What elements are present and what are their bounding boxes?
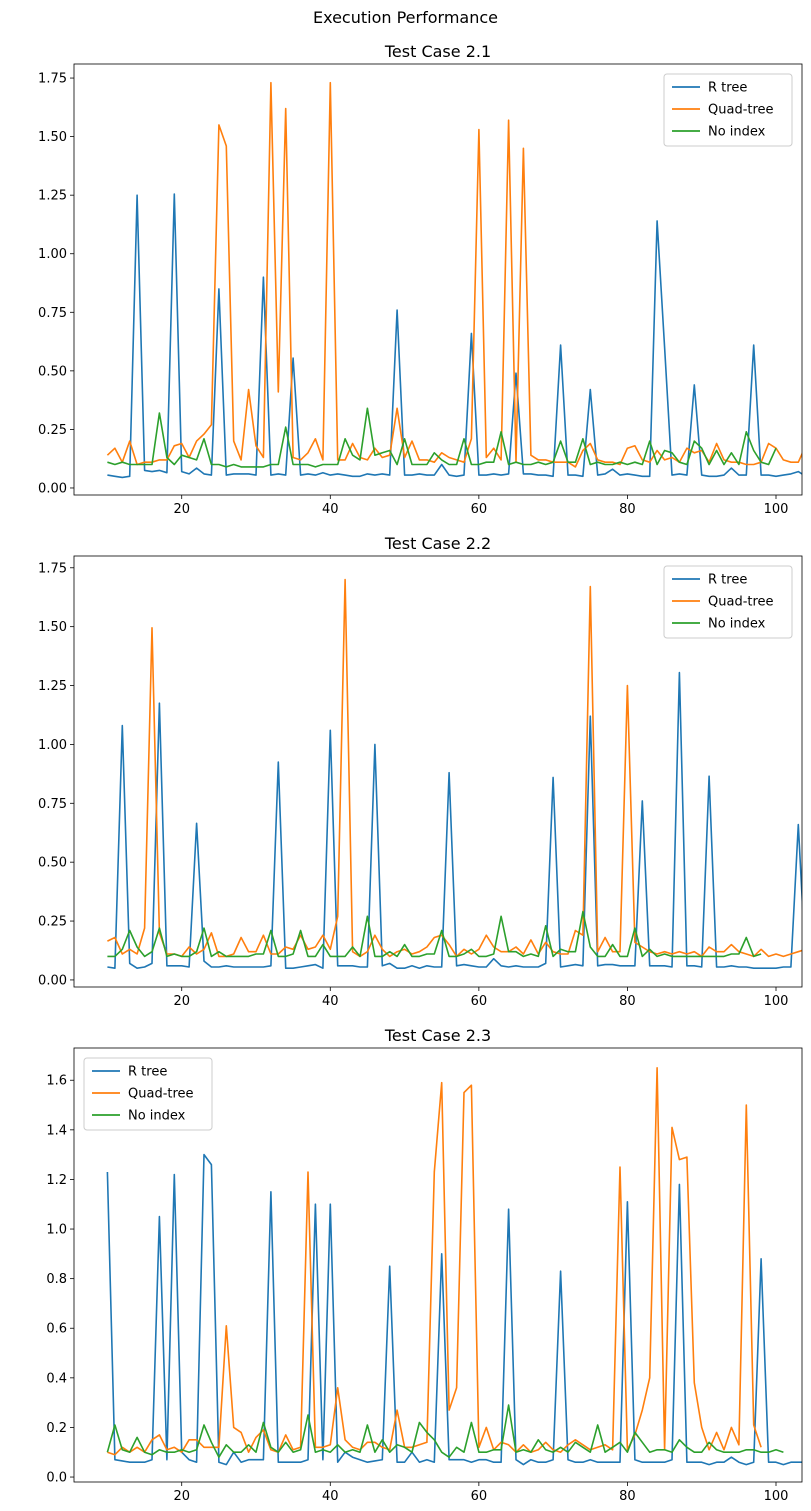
x-tick-label: 20: [173, 1489, 190, 1504]
x-tick-label: 40: [322, 502, 339, 517]
y-tick-label: 0.50: [38, 364, 67, 379]
y-tick-label: 1.00: [38, 247, 67, 262]
series-line-no-index: [107, 910, 762, 958]
legend: R tree Quad-tree No index: [83, 1057, 213, 1131]
series-group: [106, 81, 802, 479]
x-tick-label: 40: [322, 1489, 339, 1504]
x-tick-label: 60: [471, 994, 488, 1009]
chart-panel-3: Test Case 2.3 20 40 60 80 100 0.0 0.2 0.4 0.6 0.8 1…: [46, 1026, 803, 1504]
x-tick-label: 40: [322, 994, 339, 1009]
x-tick-label: 60: [471, 1489, 488, 1504]
legend-box: [83, 1057, 213, 1131]
series-group: [106, 1067, 802, 1466]
series-group: [107, 578, 802, 970]
legend-label: R tree: [708, 573, 747, 588]
y-tick-label: 1.25: [38, 189, 67, 204]
chart-title: Test Case 2.2: [384, 534, 491, 553]
series-line-r-tree: [107, 193, 802, 479]
series-line-quad-tree: [106, 81, 802, 468]
chart-title: Test Case 2.3: [384, 1026, 491, 1045]
series-line-r-tree: [106, 1153, 802, 1466]
x-tick-label: 20: [173, 994, 190, 1009]
x-tick-label: 100: [764, 502, 789, 517]
plot-frame: [73, 63, 803, 496]
figure-title: Execution Performance: [313, 8, 498, 27]
y-tick-label: 0.2: [46, 1421, 67, 1436]
y-tick-label: 1.75: [38, 72, 67, 87]
legend-label: Quad-tree: [128, 1087, 194, 1102]
x-tick-label: 80: [619, 994, 636, 1009]
legend-label: R tree: [128, 1065, 167, 1080]
plot-frame: [73, 1047, 803, 1483]
y-tick-label: 1.50: [38, 130, 67, 145]
legend-label: No index: [708, 125, 766, 140]
y-tick-label: 0.0: [46, 1471, 67, 1486]
y-tick-label: 0.6: [46, 1322, 67, 1337]
y-tick-label: 1.0: [46, 1223, 67, 1238]
x-tick-label: 60: [471, 502, 488, 517]
series-line-quad-tree: [107, 1067, 762, 1456]
y-tick-label: 1.4: [46, 1123, 67, 1138]
chart-panels: Test Case 2.1 20 40 60 80 100 0.00 0.25 0.50 0.75…: [38, 42, 803, 1504]
legend: R tree Quad-tree No index: [663, 565, 793, 639]
y-tick-label: 1.00: [38, 738, 67, 753]
series-line-no-index: [107, 407, 777, 468]
plot-frame: [73, 555, 803, 988]
x-tick-label: 80: [619, 1489, 636, 1504]
legend-label: No index: [708, 617, 766, 632]
y-tick-label: 1.25: [38, 679, 67, 694]
chart-panel-1: Test Case 2.1 20 40 60 80 100 0.00 0.25 0.50 0.75…: [38, 42, 803, 517]
series-line-no-index: [106, 1404, 784, 1458]
legend-box: [663, 73, 793, 147]
x-tick-label: 20: [173, 502, 190, 517]
y-tick-label: 0.75: [38, 306, 67, 321]
y-tick-label: 1.50: [38, 620, 67, 635]
y-tick-label: 0.4: [46, 1371, 67, 1386]
chart-panel-2: Test Case 2.2 20 40 60 80 100 0.00 0.25 0.50 0.75…: [38, 534, 803, 1009]
y-tick-label: 0.8: [46, 1272, 67, 1287]
legend-label: No index: [128, 1109, 186, 1124]
legend-label: R tree: [708, 81, 747, 96]
legend-label: Quad-tree: [708, 103, 774, 118]
y-tick-label: 0.00: [38, 481, 67, 496]
x-tick-label: 100: [764, 994, 789, 1009]
chart-title: Test Case 2.1: [384, 42, 491, 61]
legend: R tree Quad-tree No index: [663, 73, 793, 147]
y-tick-label: 0.50: [38, 856, 67, 871]
series-line-r-tree: [107, 671, 802, 970]
y-tick-label: 1.75: [38, 561, 67, 576]
y-tick-label: 0.25: [38, 915, 67, 930]
y-tick-label: 0.00: [38, 973, 67, 988]
y-tick-label: 1.6: [46, 1074, 67, 1089]
x-tick-label: 80: [619, 502, 636, 517]
y-tick-label: 1.2: [46, 1173, 67, 1188]
legend-box: [663, 565, 793, 639]
legend-label: Quad-tree: [708, 595, 774, 610]
y-tick-label: 0.25: [38, 423, 67, 438]
y-tick-label: 0.75: [38, 797, 67, 812]
x-tick-label: 100: [764, 1489, 789, 1504]
